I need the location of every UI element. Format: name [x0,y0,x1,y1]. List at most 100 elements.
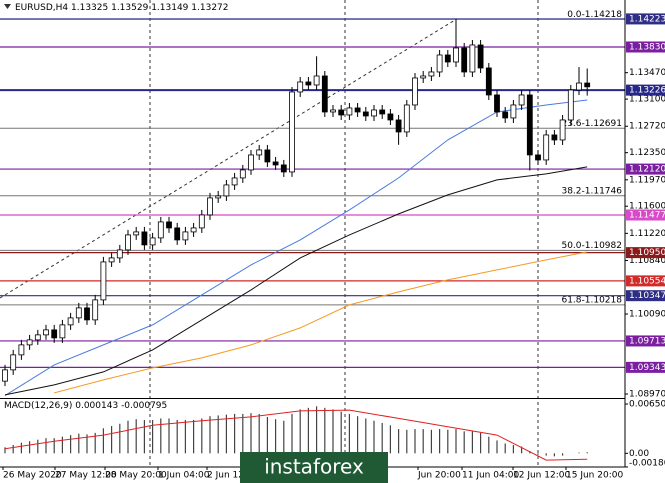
candle-body [264,149,271,163]
candle-body [272,161,279,166]
candle-body [67,317,74,326]
candle-body [100,261,107,301]
candle-body [198,214,205,229]
level-box [626,275,665,287]
low-value: 1.13149 [151,3,188,13]
level-box [626,84,665,96]
level-box [626,41,665,53]
candle-body [576,82,582,91]
level-box [626,163,665,175]
candle-body [26,339,33,346]
y-tick-label: 1.11970 [629,175,665,185]
fib-label: 0.0-1.14218 [567,10,622,20]
candle-body [444,54,451,63]
candle-body [477,44,484,69]
candle-body [231,177,238,186]
high-value: 1.13529 [111,3,148,13]
x-tick-label: 1 Jun 04:00 [158,471,210,481]
x-tick-label: Jun 20:00 [417,471,461,481]
candle-body [469,44,476,73]
candle-body [559,119,566,141]
menu-icon [4,4,11,9]
candle-body [428,71,435,77]
candle-body [436,54,443,73]
candle-body [543,134,550,161]
candle-body [133,231,140,236]
y-tick-label: 1.13100 [629,95,665,105]
candle-body [494,94,500,113]
x-tick-label: 28 May 20:00 [105,471,167,481]
level-label: 1.13226 [629,86,665,96]
candle-body [387,113,394,121]
moving-average [4,166,588,396]
candle-body [584,82,591,88]
candle-body [10,354,17,371]
fib-label: 50.0-1.10982 [561,241,622,251]
candle-body [43,329,49,336]
candle-body [92,299,99,321]
x-tick-label: 15 Jun 20:00 [566,471,623,481]
macd-header: MACD(12,26,9) 0.000143 -0.000795 [4,401,167,411]
level-box [626,13,665,25]
plot-layer: 0.0-1.14218 23.6-1.12691 38.2-1.11746 50.0-… [0,10,625,461]
open-value: 1.13325 [71,3,108,13]
candle-body [371,109,377,117]
candle-body [280,164,287,173]
y-tick-label: 0.00 [629,449,649,459]
level-label: 1.14223 [629,14,665,24]
level-label: 1.11477 [629,210,665,220]
x-tick-label: 26 May 2020 [3,471,62,481]
y-tick-label: 1.11220 [629,229,665,239]
y-tick-label: 1.12350 [629,148,665,158]
fib-label: 61.8-1.10218 [561,295,622,305]
candle-body [256,149,263,156]
candle-body [190,227,197,233]
candle-body [248,154,254,171]
candle-body [395,119,402,133]
x-tick-label: 2 Jun 12:00 [207,471,259,481]
macd-value: 0.000143 [75,401,118,411]
signal-line [4,409,588,461]
candle-body [34,334,41,341]
level-label: 1.13830 [629,42,665,52]
y-tick-label: 0.006502 [629,400,665,410]
candle-body [149,237,156,246]
trend-line [0,19,456,299]
candle-body [330,109,336,113]
chart-header: EURUSD,H4 1.13325 1.13529 1.13149 1.1327… [15,3,229,13]
candle-body [59,324,66,339]
candle-body [567,89,574,121]
candle-body [403,104,410,133]
watermark-box [240,452,388,483]
candle-body [18,344,25,356]
candle-body [239,169,246,179]
signal-value: -0.000795 [121,401,167,411]
fib-label: 38.2-1.11746 [561,186,622,196]
candle-body [354,107,361,113]
level-box [626,335,665,347]
fib-label: 23.6-1.12691 [561,119,622,129]
candle-body [461,47,468,73]
y-tick-label: 1.08970 [629,390,665,400]
candle-body [223,184,230,197]
candle-body [420,75,427,79]
candle-body [182,231,189,241]
candle-body [535,154,541,161]
candle-body [51,329,58,339]
level-label: 1.10554 [629,276,665,286]
candle-body [518,94,525,106]
y-tick-label: -0.001805 [629,459,665,469]
candle-body [313,75,320,86]
candle-body [485,67,492,96]
macd-label: MACD(12,26,9) [4,401,72,411]
candle-body [321,75,328,113]
candle-body [453,47,459,63]
y-tick-label: 1.10840 [629,256,665,266]
y-tick-label: 1.13470 [629,68,665,78]
level-label: 1.09713 [629,336,665,346]
candle-body [75,307,82,319]
candle-body [338,109,345,116]
candle-body [215,195,222,199]
candle-body [289,91,295,173]
